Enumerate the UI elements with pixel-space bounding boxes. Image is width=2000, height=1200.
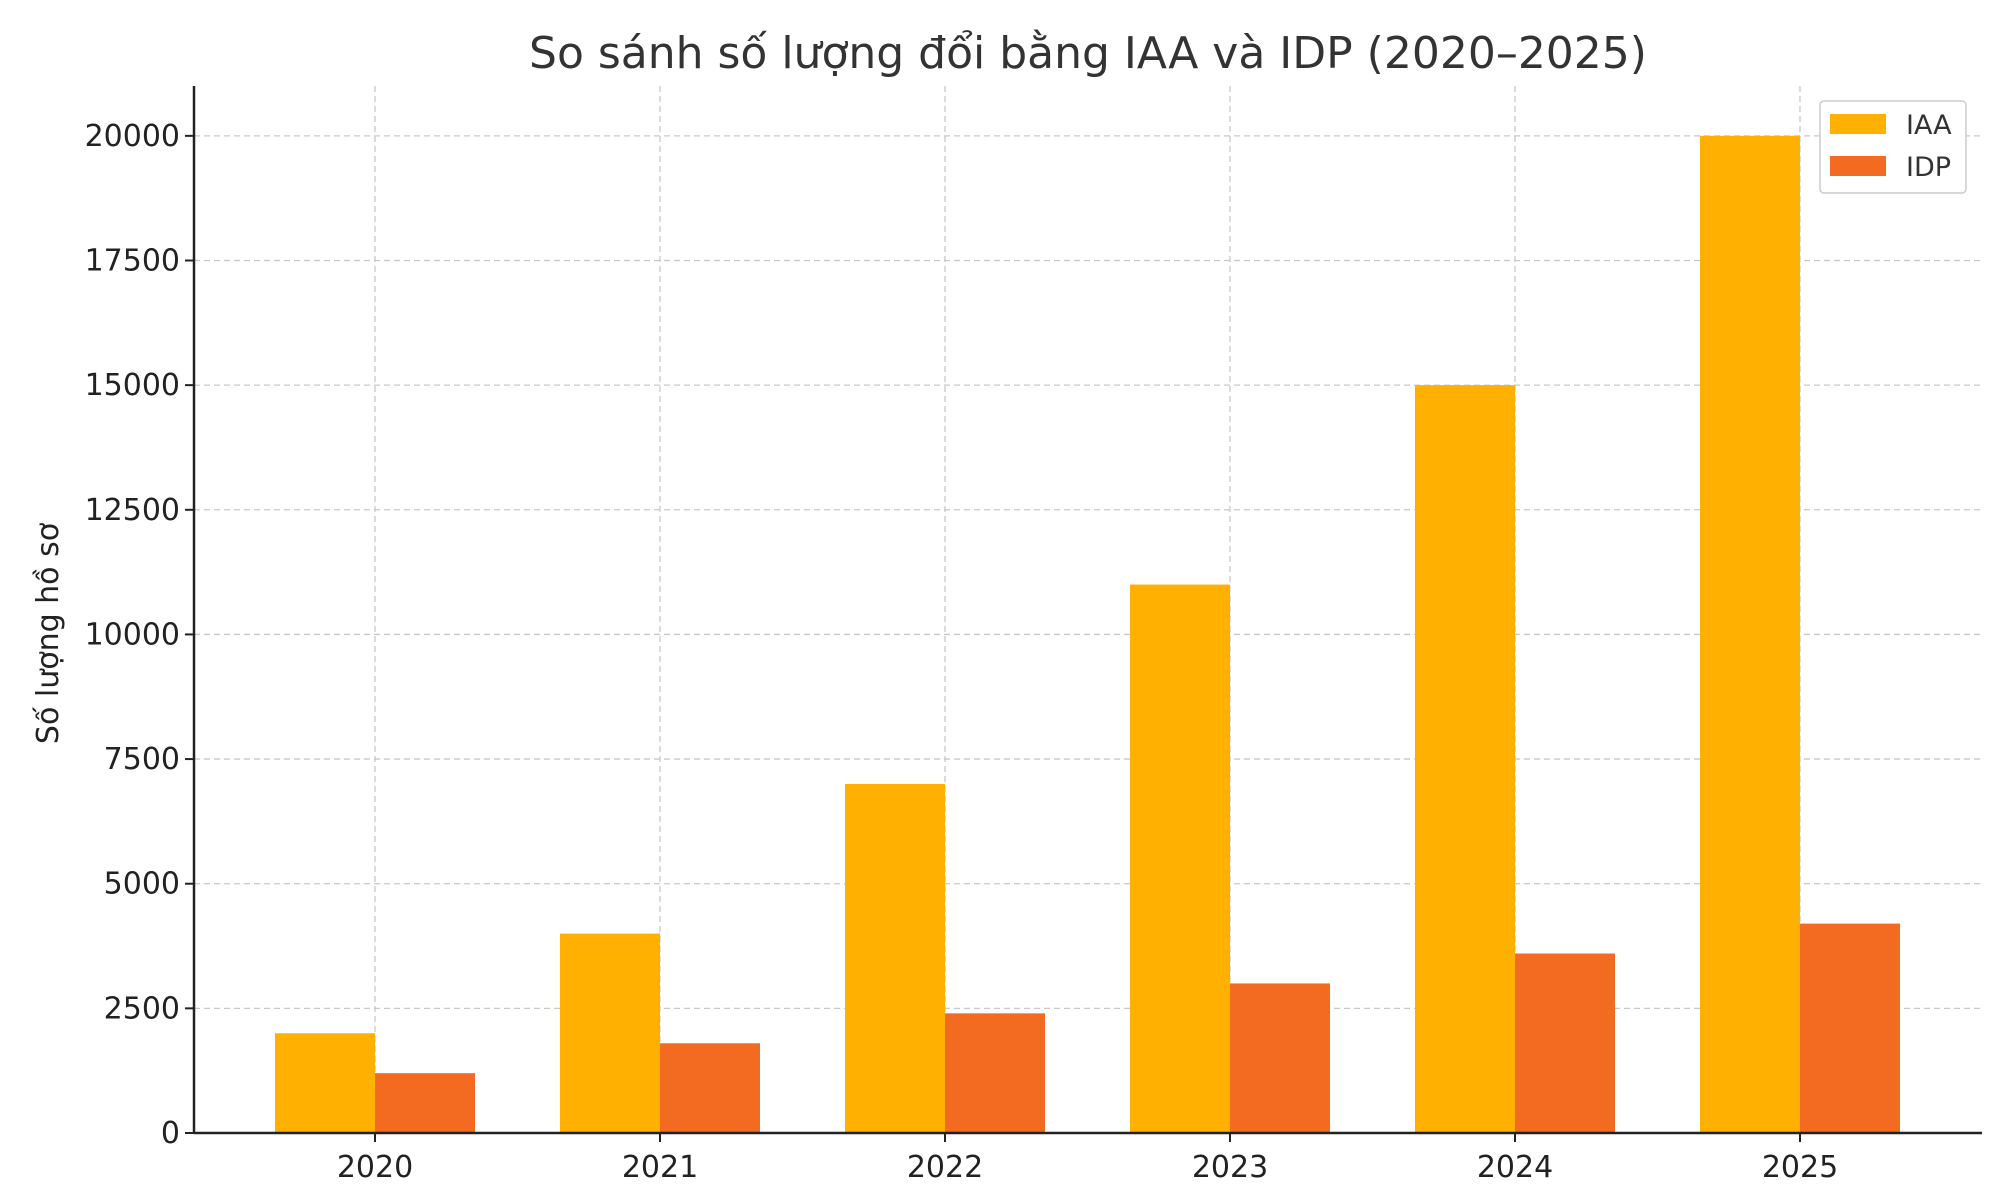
- x-tick-label: 2020: [337, 1150, 413, 1185]
- bar-iaa-2023[interactable]: [1130, 584, 1230, 1133]
- legend-swatch-idp: [1830, 156, 1886, 176]
- y-tick-labels: 0 2500 5000 7500 10000 12500 15000 17500 20000: [85, 119, 194, 1151]
- x-tick-labels: 2020 2021 2022 2023 2024 2025: [337, 1133, 1838, 1185]
- bar-iaa-2021[interactable]: [560, 933, 660, 1133]
- chart-title: So sánh số lượng đổi bằng IAA và IDP (20…: [529, 28, 1647, 79]
- legend-label-iaa: IAA: [1906, 110, 1952, 141]
- bars: [275, 135, 1900, 1134]
- y-tick-label: 12500: [85, 493, 180, 528]
- x-tick-label: 2021: [622, 1150, 698, 1185]
- x-tick-label: 2022: [907, 1150, 983, 1185]
- bar-iaa-2022[interactable]: [845, 784, 945, 1133]
- x-tick-label: 2024: [1477, 1150, 1553, 1185]
- y-tick-label: 20000: [85, 119, 180, 154]
- y-tick-label: 5000: [104, 867, 180, 902]
- y-tick-label: 7500: [104, 742, 180, 777]
- bar-idp-2024[interactable]: [1515, 953, 1615, 1133]
- bar-idp-2020[interactable]: [375, 1073, 475, 1133]
- y-tick-label: 2500: [104, 991, 180, 1026]
- bar-idp-2022[interactable]: [945, 1013, 1045, 1133]
- legend[interactable]: IAA IDP: [1819, 100, 1967, 194]
- x-tick-label: 2025: [1762, 1150, 1838, 1185]
- bar-idp-2021[interactable]: [660, 1043, 760, 1133]
- legend-swatch-iaa: [1830, 114, 1886, 134]
- bar-iaa-2024[interactable]: [1415, 385, 1515, 1134]
- y-tick-label: 17500: [85, 244, 180, 279]
- bar-iaa-2025[interactable]: [1700, 135, 1800, 1133]
- legend-label-idp: IDP: [1906, 152, 1951, 183]
- bar-idp-2025[interactable]: [1800, 923, 1900, 1133]
- bar-idp-2023[interactable]: [1230, 983, 1330, 1133]
- x-tick-label: 2023: [1192, 1150, 1268, 1185]
- y-axis-label: Số lượng hồ sơ: [31, 522, 66, 744]
- y-tick-label: 0: [161, 1116, 180, 1151]
- y-tick-label: 15000: [85, 368, 180, 403]
- y-tick-label: 10000: [85, 617, 180, 652]
- bar-iaa-2020[interactable]: [275, 1033, 375, 1133]
